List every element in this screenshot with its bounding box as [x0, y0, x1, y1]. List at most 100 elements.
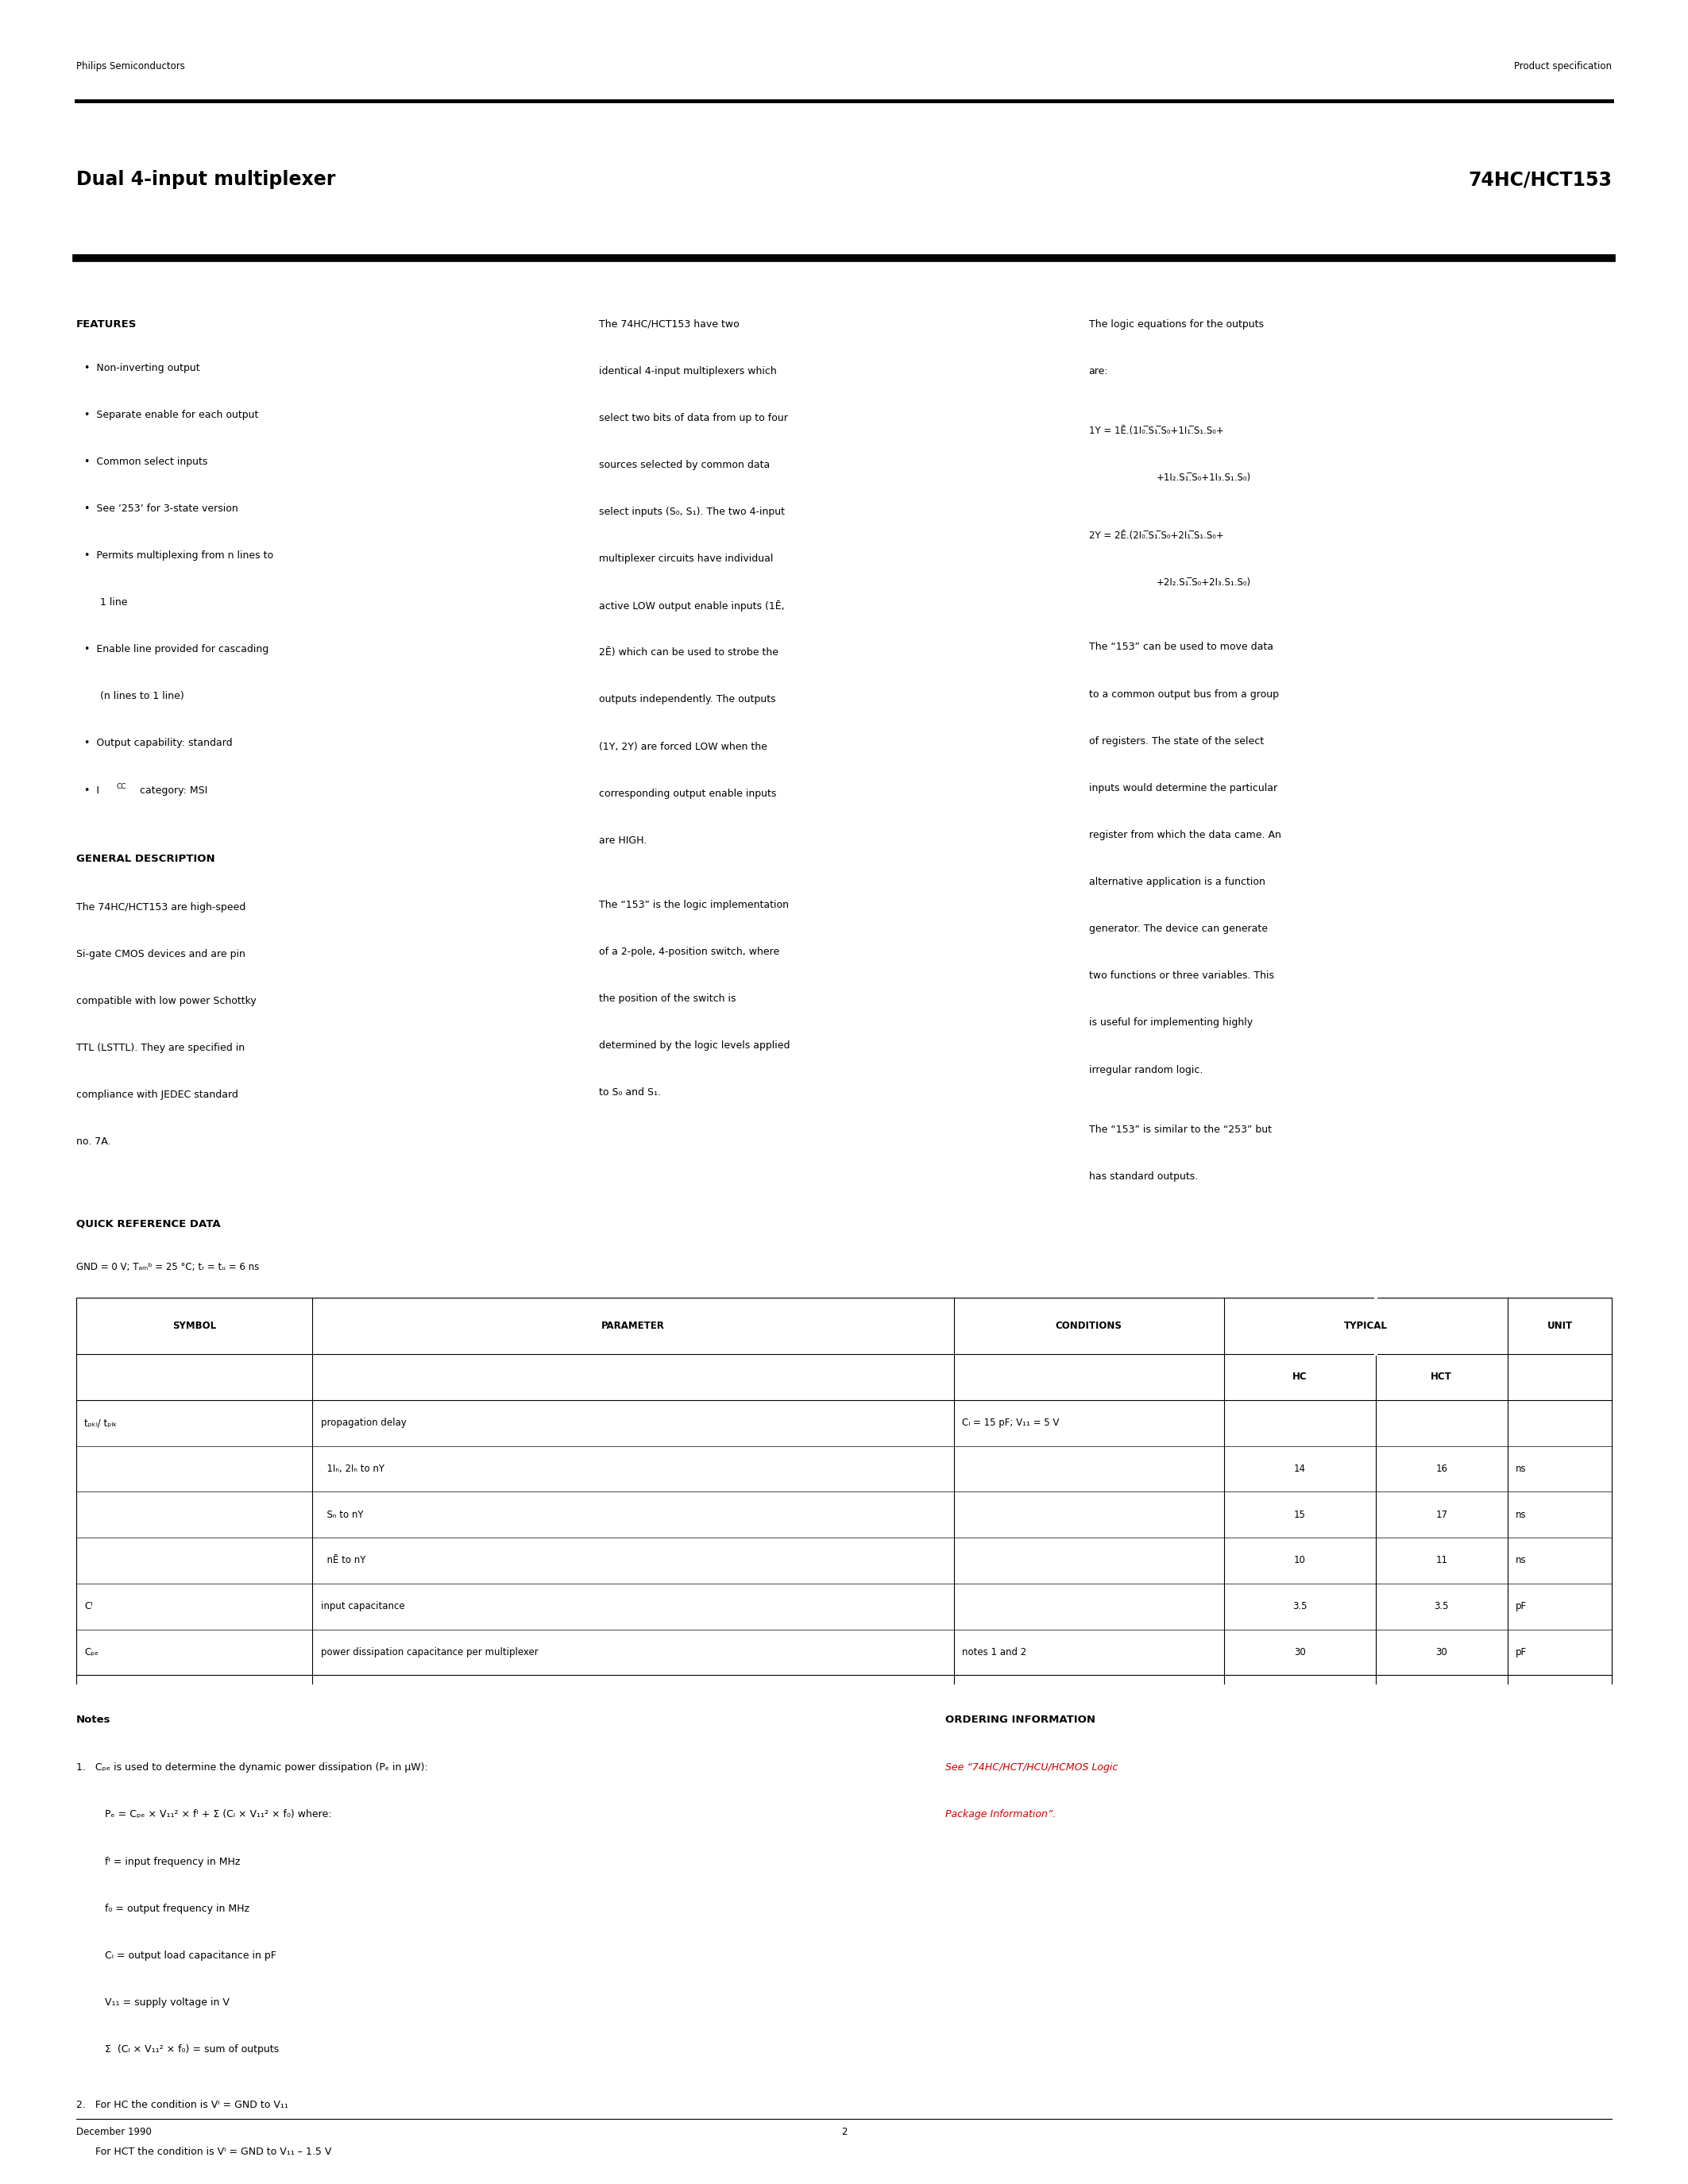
Text: Cᴵ: Cᴵ [84, 1601, 93, 1612]
Text: 2Ē) which can be used to strobe the: 2Ē) which can be used to strobe the [599, 646, 778, 657]
Text: Package Information”.: Package Information”. [945, 1811, 1057, 1819]
Text: is useful for implementing highly: is useful for implementing highly [1089, 1018, 1252, 1029]
Text: 2: 2 [841, 2127, 847, 2138]
Text: the position of the switch is: the position of the switch is [599, 994, 736, 1005]
Text: 10: 10 [1295, 1555, 1307, 1566]
Text: has standard outputs.: has standard outputs. [1089, 1171, 1198, 1182]
Text: Si-gate CMOS devices and are pin: Si-gate CMOS devices and are pin [76, 948, 245, 959]
Text: 2.   For HC the condition is Vᴵ = GND to V₁₁: 2. For HC the condition is Vᴵ = GND to V… [76, 2101, 289, 2110]
Text: 16: 16 [1435, 1463, 1448, 1474]
Text: (n lines to 1 line): (n lines to 1 line) [84, 690, 184, 701]
Text: select inputs (S₀, S₁). The two 4-input: select inputs (S₀, S₁). The two 4-input [599, 507, 785, 518]
Text: are:: are: [1089, 367, 1109, 376]
Text: 3.5: 3.5 [1293, 1601, 1307, 1612]
Text: CC: CC [116, 782, 127, 791]
Text: 30: 30 [1295, 1647, 1305, 1658]
Text: •  Permits multiplexing from n lines to: • Permits multiplexing from n lines to [84, 550, 273, 561]
Text: 30: 30 [1436, 1647, 1447, 1658]
Text: 17: 17 [1435, 1509, 1448, 1520]
Text: +2I₂.S₁.̅S₀+2I₃.S₁.S₀): +2I₂.S₁.̅S₀+2I₃.S₁.S₀) [1156, 577, 1251, 587]
Text: 2Y = 2Ē.(2I₀.̅S₁.̅S₀+2I₁.̅S₁.S₀+: 2Y = 2Ē.(2I₀.̅S₁.̅S₀+2I₁.̅S₁.S₀+ [1089, 531, 1224, 542]
Text: irregular random logic.: irregular random logic. [1089, 1064, 1202, 1075]
Text: V₁₁ = supply voltage in V: V₁₁ = supply voltage in V [76, 1998, 230, 2007]
Text: 3.5: 3.5 [1435, 1601, 1448, 1612]
Text: 74HC/HCT153: 74HC/HCT153 [1469, 170, 1612, 190]
Text: Sₙ to nY: Sₙ to nY [321, 1509, 363, 1520]
Text: The “153” can be used to move data: The “153” can be used to move data [1089, 642, 1273, 653]
Text: •  See ’253’ for 3-state version: • See ’253’ for 3-state version [84, 505, 238, 513]
Text: •  Non-inverting output: • Non-inverting output [84, 363, 201, 373]
Text: determined by the logic levels applied: determined by the logic levels applied [599, 1040, 790, 1051]
Text: Σ  (Cₗ × V₁₁² × f₀) = sum of outputs: Σ (Cₗ × V₁₁² × f₀) = sum of outputs [76, 2044, 279, 2055]
Text: inputs would determine the particular: inputs would determine the particular [1089, 782, 1278, 793]
Text: Philips Semiconductors: Philips Semiconductors [76, 61, 184, 72]
Text: The 74HC/HCT153 have two: The 74HC/HCT153 have two [599, 319, 739, 330]
Text: nĒ to nY: nĒ to nY [321, 1555, 366, 1566]
Text: fᴵ = input frequency in MHz: fᴵ = input frequency in MHz [76, 1856, 240, 1867]
Text: 1 line: 1 line [84, 598, 128, 607]
Text: December 1990: December 1990 [76, 2127, 152, 2138]
Text: The logic equations for the outputs: The logic equations for the outputs [1089, 319, 1264, 330]
Text: category: MSI: category: MSI [137, 784, 208, 795]
Text: The “153” is the logic implementation: The “153” is the logic implementation [599, 900, 788, 911]
Text: notes 1 and 2: notes 1 and 2 [962, 1647, 1026, 1658]
Text: Pₑ = Cₚₑ × V₁₁² × fᴵ + Σ (Cₗ × V₁₁² × f₀) where:: Pₑ = Cₚₑ × V₁₁² × fᴵ + Σ (Cₗ × V₁₁² × f₀… [76, 1811, 331, 1819]
Text: Cₚₑ: Cₚₑ [84, 1647, 100, 1658]
Text: Cₗ = 15 pF; V₁₁ = 5 V: Cₗ = 15 pF; V₁₁ = 5 V [962, 1417, 1060, 1428]
Text: 1Iₙ, 2Iₙ to nY: 1Iₙ, 2Iₙ to nY [321, 1463, 385, 1474]
Text: HCT: HCT [1431, 1372, 1452, 1382]
Text: The 74HC/HCT153 are high-speed: The 74HC/HCT153 are high-speed [76, 902, 245, 913]
Text: HC: HC [1293, 1372, 1307, 1382]
Text: alternative application is a function: alternative application is a function [1089, 876, 1264, 887]
Text: of registers. The state of the select: of registers. The state of the select [1089, 736, 1264, 747]
Text: TYPICAL: TYPICAL [1344, 1321, 1388, 1330]
Text: power dissipation capacitance per multiplexer: power dissipation capacitance per multip… [321, 1647, 538, 1658]
Text: 1Y = 1Ē.(1I₀.̅S₁.̅S₀+1I₁.̅S₁.S₀+: 1Y = 1Ē.(1I₀.̅S₁.̅S₀+1I₁.̅S₁.S₀+ [1089, 426, 1224, 437]
Text: Product specification: Product specification [1514, 61, 1612, 72]
Text: QUICK REFERENCE DATA: QUICK REFERENCE DATA [76, 1219, 219, 1230]
Text: pF: pF [1516, 1601, 1528, 1612]
Text: of a 2-pole, 4-position switch, where: of a 2-pole, 4-position switch, where [599, 946, 780, 957]
Text: •  I: • I [84, 784, 100, 795]
Text: CONDITIONS: CONDITIONS [1055, 1321, 1123, 1330]
Text: •  Separate enable for each output: • Separate enable for each output [84, 411, 258, 419]
Text: (1Y, 2Y) are forced LOW when the: (1Y, 2Y) are forced LOW when the [599, 740, 768, 751]
Text: •  Output capability: standard: • Output capability: standard [84, 738, 233, 749]
Text: input capacitance: input capacitance [321, 1601, 405, 1612]
Text: ns: ns [1516, 1463, 1526, 1474]
Text: identical 4-input multiplexers which: identical 4-input multiplexers which [599, 367, 776, 376]
Text: 14: 14 [1293, 1463, 1307, 1474]
Text: 11: 11 [1435, 1555, 1448, 1566]
Text: two functions or three variables. This: two functions or three variables. This [1089, 970, 1274, 981]
Text: active LOW output enable inputs (1Ē,: active LOW output enable inputs (1Ē, [599, 601, 785, 612]
Text: See “74HC/HCT/HCU/HCMOS Logic: See “74HC/HCT/HCU/HCMOS Logic [945, 1762, 1117, 1773]
Text: f₀ = output frequency in MHz: f₀ = output frequency in MHz [76, 1904, 250, 1913]
Text: GENERAL DESCRIPTION: GENERAL DESCRIPTION [76, 854, 214, 865]
Text: PARAMETER: PARAMETER [601, 1321, 665, 1330]
Text: UNIT: UNIT [1546, 1321, 1573, 1330]
Text: tₚₖₗ/ tₚₗₖ: tₚₖₗ/ tₚₗₖ [84, 1417, 116, 1428]
Text: sources selected by common data: sources selected by common data [599, 461, 770, 470]
Text: 15: 15 [1295, 1509, 1307, 1520]
Text: Dual 4-input multiplexer: Dual 4-input multiplexer [76, 170, 336, 190]
Text: TTL (LSTTL). They are specified in: TTL (LSTTL). They are specified in [76, 1042, 245, 1053]
Text: no. 7A.: no. 7A. [76, 1136, 110, 1147]
Text: to a common output bus from a group: to a common output bus from a group [1089, 690, 1278, 699]
Text: Notes: Notes [76, 1714, 110, 1725]
Text: ns: ns [1516, 1555, 1526, 1566]
Text: ns: ns [1516, 1509, 1526, 1520]
Text: •  Common select inputs: • Common select inputs [84, 456, 208, 467]
Text: register from which the data came. An: register from which the data came. An [1089, 830, 1281, 841]
Text: For HCT the condition is Vᴵ = GND to V₁₁ – 1.5 V: For HCT the condition is Vᴵ = GND to V₁₁… [76, 2147, 331, 2158]
Text: pF: pF [1516, 1647, 1528, 1658]
Text: outputs independently. The outputs: outputs independently. The outputs [599, 695, 776, 705]
Text: GND = 0 V; Tₐₘᵇ = 25 °C; tᵣ = tᵤ = 6 ns: GND = 0 V; Tₐₘᵇ = 25 °C; tᵣ = tᵤ = 6 ns [76, 1262, 258, 1273]
Text: SYMBOL: SYMBOL [172, 1321, 216, 1330]
Text: generator. The device can generate: generator. The device can generate [1089, 924, 1268, 935]
Text: The “153” is similar to the “253” but: The “153” is similar to the “253” but [1089, 1125, 1271, 1136]
Text: •  Enable line provided for cascading: • Enable line provided for cascading [84, 644, 268, 655]
Text: 1.   Cₚₑ is used to determine the dynamic power dissipation (Pₑ in μW):: 1. Cₚₑ is used to determine the dynamic … [76, 1762, 427, 1773]
Text: ORDERING INFORMATION: ORDERING INFORMATION [945, 1714, 1096, 1725]
Text: propagation delay: propagation delay [321, 1417, 407, 1428]
Text: +1I₂.S₁.̅S₀+1I₃.S₁.S₀): +1I₂.S₁.̅S₀+1I₃.S₁.S₀) [1156, 474, 1251, 483]
